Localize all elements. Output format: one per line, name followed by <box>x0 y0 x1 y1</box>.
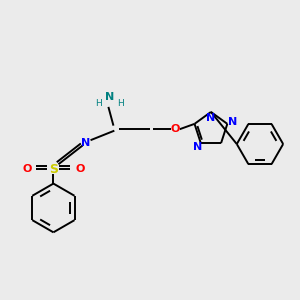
Text: N: N <box>228 117 237 127</box>
Text: H: H <box>117 99 124 108</box>
Text: S: S <box>49 163 58 176</box>
Text: N: N <box>82 138 91 148</box>
Text: N: N <box>105 92 114 102</box>
Text: N: N <box>206 113 215 123</box>
Text: N: N <box>193 142 202 152</box>
Text: O: O <box>75 164 85 174</box>
Text: O: O <box>22 164 32 174</box>
Text: O: O <box>171 124 180 134</box>
Text: H: H <box>95 99 102 108</box>
